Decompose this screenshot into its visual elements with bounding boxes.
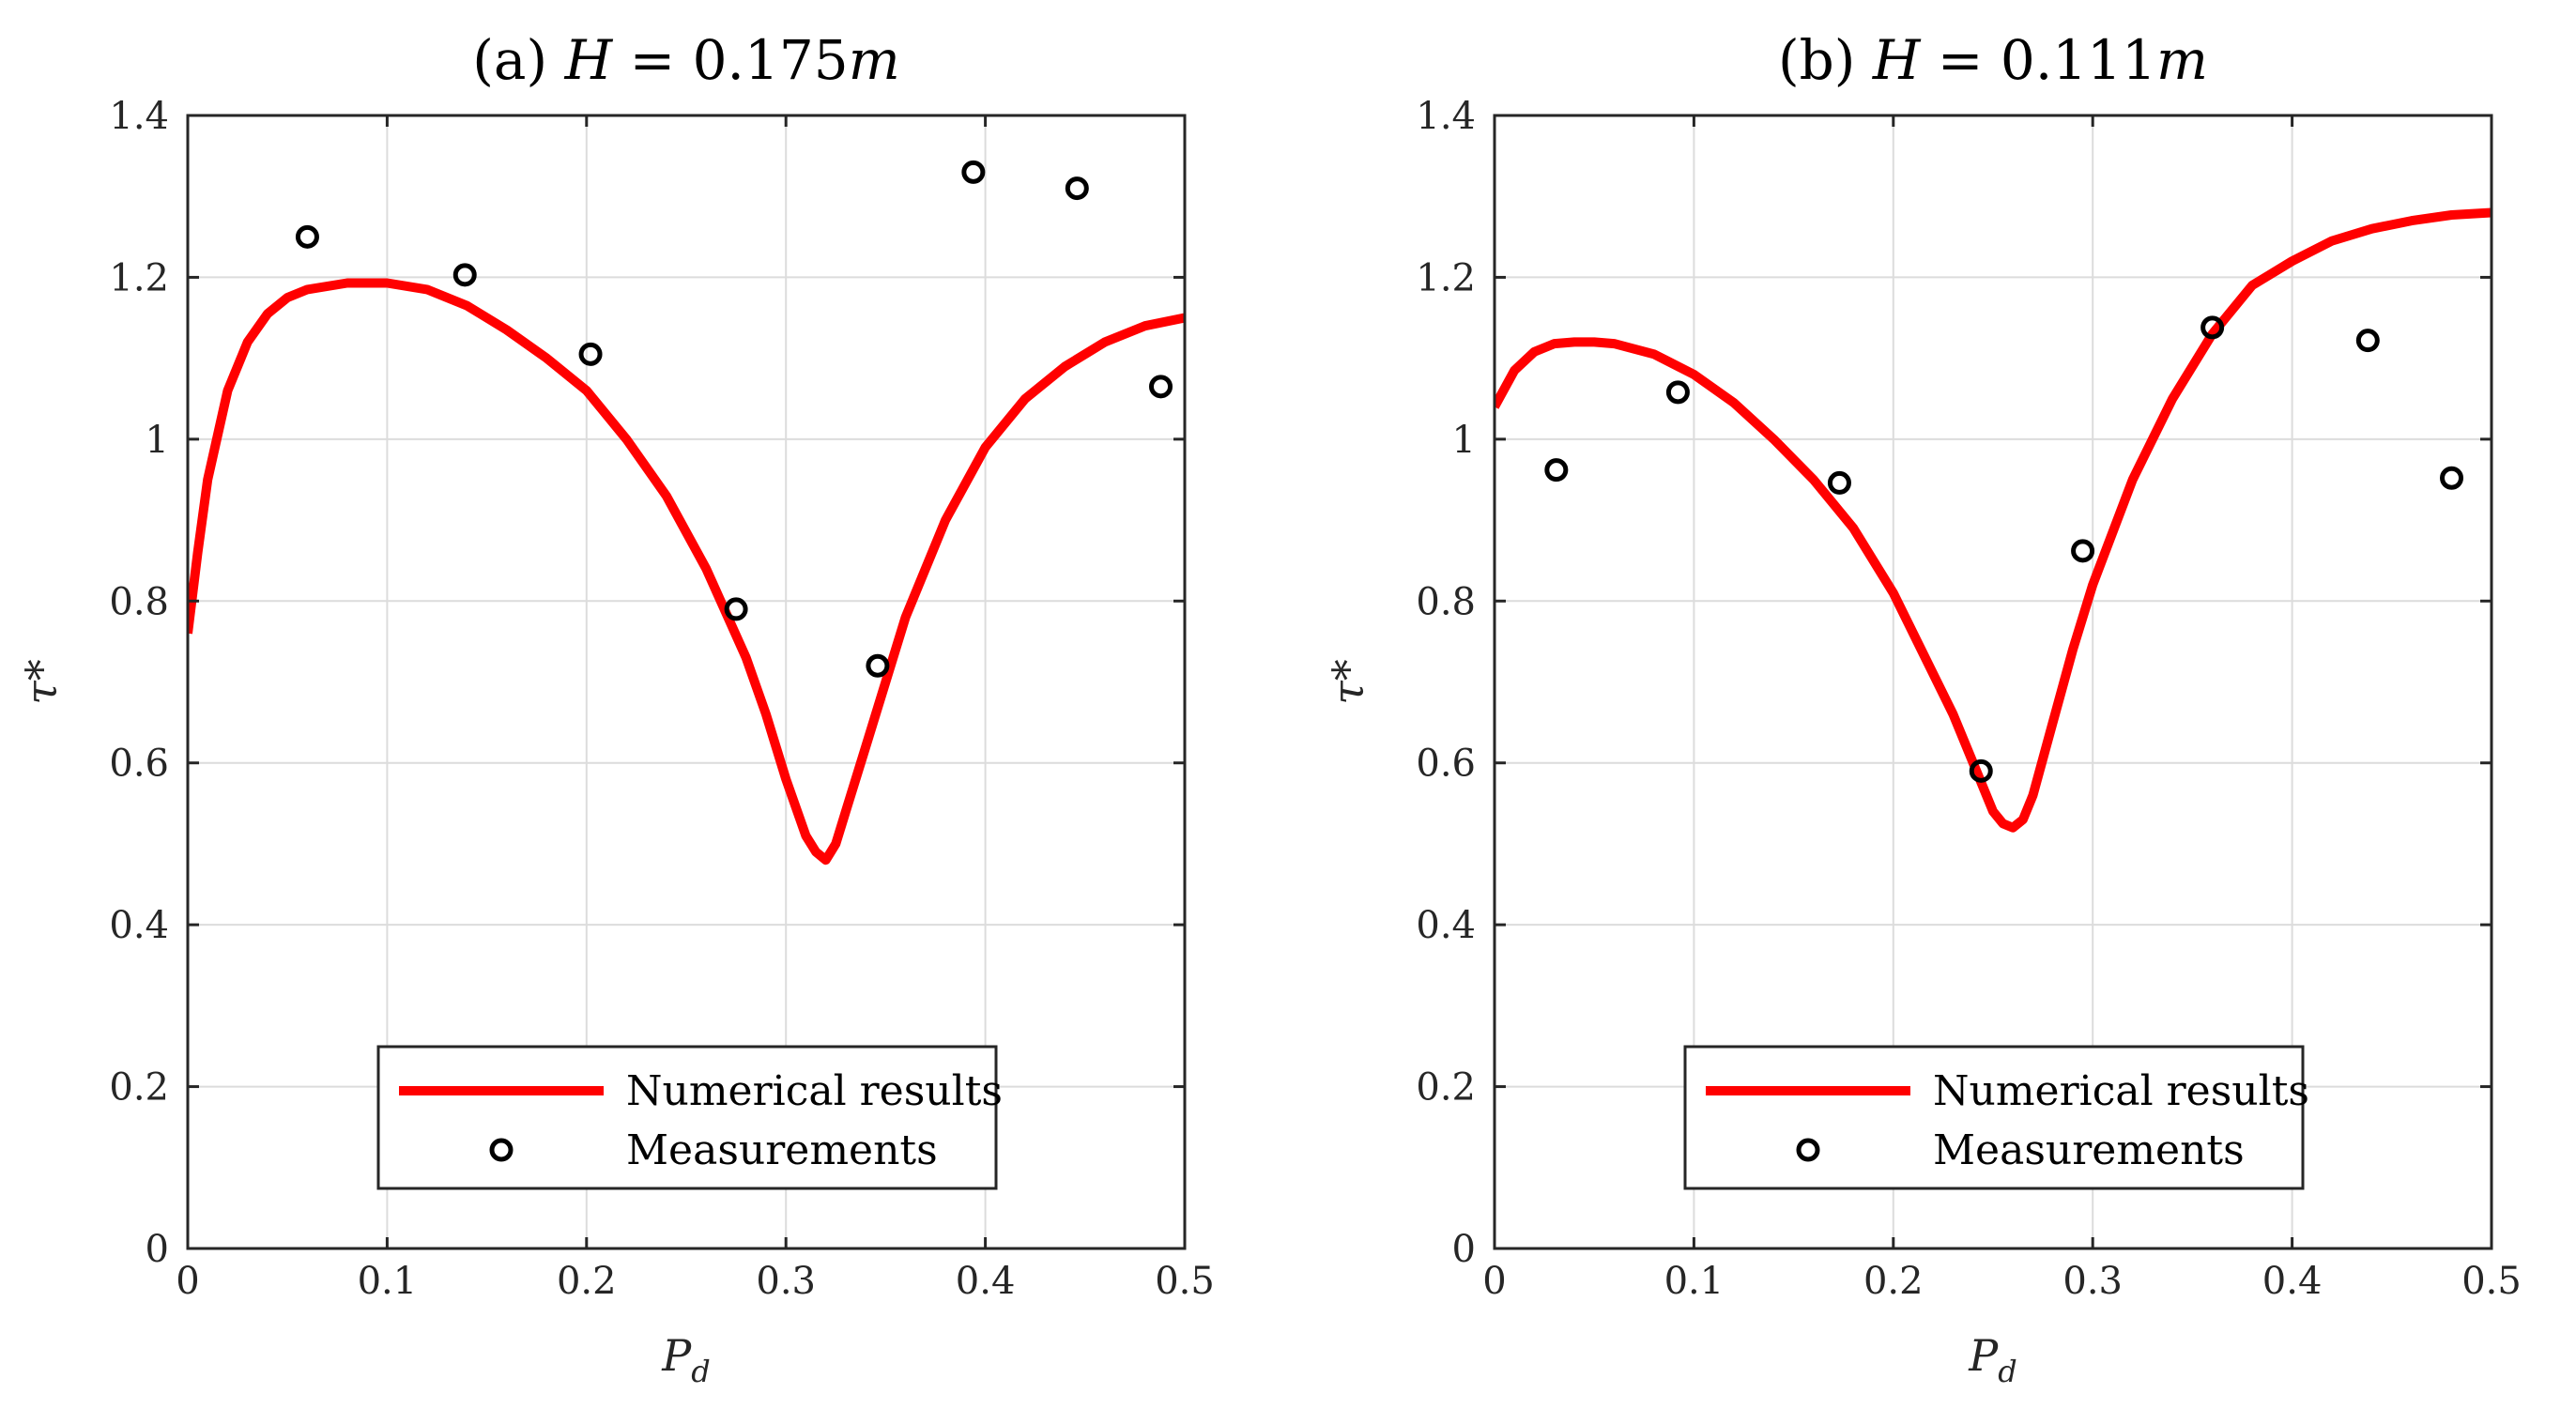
legend-b: Numerical results Measurements	[1683, 1045, 2309, 1190]
title-value-b: = 0.111	[1920, 28, 2156, 92]
x-axis-label-a: Pd	[661, 1330, 710, 1389]
chart-panel-b: 0 0.1 0.2 0.3 0.4 0.5 0 0.2 0.4 0.6 0.8 1 1.2 1.4 (b) …	[1323, 28, 2522, 1389]
legend-marker-swatch-a	[489, 1138, 514, 1162]
y-tick-label-b-0: 0	[1452, 1228, 1476, 1271]
measurement-point-b-6	[2355, 329, 2380, 353]
x-tick-label-a-0: 0	[176, 1260, 199, 1303]
legend-label-measurements-b: Measurements	[1933, 1126, 2245, 1174]
chart-title-b: (b) H = 0.111m	[1778, 28, 2208, 92]
title-variable-a: H	[564, 28, 614, 92]
y-tick-label-b-2: 0.4	[1416, 904, 1476, 947]
title-prefix-b: (b)	[1778, 28, 1873, 92]
chart-panel-a: 0 0.1 0.2 0.3 0.4 0.5 0 0.2 0.4 0.6 0.8 1 1.2 1.4 (a) …	[16, 28, 1215, 1389]
y-axis-label-a: τ*	[16, 659, 67, 704]
measurement-point-a-6	[1065, 176, 1089, 201]
y-tick-label-a-7: 1.4	[109, 95, 169, 138]
measurement-point-b-2	[1827, 470, 1851, 495]
measurement-point-b-1	[1665, 380, 1690, 405]
measurement-point-a-1	[452, 263, 477, 287]
measurement-point-a-0	[295, 224, 319, 249]
title-unit-b: m	[2156, 28, 2208, 92]
legend-box-b	[1683, 1045, 2305, 1190]
y-tick-label-b-1: 0.2	[1416, 1066, 1476, 1110]
legend-a: Numerical results Measurements	[376, 1045, 1003, 1190]
measurement-point-a-5	[961, 160, 986, 184]
y-tick-label-b-6: 1.2	[1416, 256, 1476, 299]
y-tick-label-b-7: 1.4	[1416, 95, 1476, 138]
measurement-point-b-0	[1544, 458, 1569, 482]
x-tick-label-a-5: 0.5	[1155, 1260, 1215, 1303]
x-axis-label-sub-a: d	[691, 1354, 710, 1389]
legend-marker-swatch-b	[1796, 1138, 1820, 1162]
measurement-point-b-7	[2440, 466, 2464, 490]
x-tick-label-b-0: 0	[1482, 1260, 1506, 1303]
title-prefix-a: (a)	[472, 28, 564, 92]
measurement-point-a-4	[866, 653, 890, 678]
title-variable-b: H	[1872, 28, 1922, 92]
measurement-point-a-3	[724, 597, 748, 621]
x-axis-label-main-a: P	[661, 1330, 692, 1381]
x-tick-label-a-2: 0.2	[557, 1260, 617, 1303]
x-tick-label-b-5: 0.5	[2461, 1260, 2522, 1303]
x-axis-label-sub-b: d	[1998, 1354, 2016, 1389]
x-tick-label-b-2: 0.2	[1863, 1260, 1924, 1303]
y-tick-label-a-3: 0.6	[109, 743, 169, 786]
axes-box-a	[186, 114, 1187, 1250]
y-tick-label-b-3: 0.6	[1416, 743, 1476, 786]
legend-box-a	[376, 1045, 998, 1190]
legend-label-numerical-b: Numerical results	[1933, 1067, 2309, 1115]
measurement-point-b-4	[2071, 539, 2095, 563]
axes-box-b	[1493, 114, 2493, 1250]
legend-label-numerical-a: Numerical results	[626, 1067, 1003, 1115]
y-tick-label-a-0: 0	[146, 1228, 169, 1271]
x-tick-label-a-1: 0.1	[358, 1260, 418, 1303]
x-tick-label-b-1: 0.1	[1664, 1260, 1725, 1303]
y-tick-label-a-5: 1	[146, 419, 169, 462]
x-tick-label-a-3: 0.3	[756, 1260, 816, 1303]
y-axis-label-b: τ*	[1323, 659, 1373, 704]
x-tick-label-b-3: 0.3	[2062, 1260, 2123, 1303]
measurement-point-a-7	[1149, 375, 1173, 399]
measurement-point-b-3	[1969, 758, 1993, 783]
y-tick-label-b-5: 1	[1452, 419, 1476, 462]
title-unit-a: m	[849, 28, 900, 92]
y-tick-label-a-2: 0.4	[109, 904, 169, 947]
y-tick-label-a-6: 1.2	[109, 256, 169, 299]
numerical-results-line-b	[1495, 207, 2492, 833]
measurement-point-b-5	[2200, 315, 2225, 340]
y-tick-label-a-1: 0.2	[109, 1066, 169, 1110]
y-tick-label-a-4: 0.8	[109, 580, 169, 623]
y-tick-label-b-4: 0.8	[1416, 580, 1476, 623]
x-axis-label-b: Pd	[1968, 1330, 2016, 1389]
x-tick-label-a-4: 0.4	[956, 1260, 1016, 1303]
chart-title-a: (a) H = 0.175m	[472, 28, 899, 92]
x-tick-label-b-4: 0.4	[2262, 1260, 2323, 1303]
title-value-a: = 0.175	[612, 28, 849, 92]
measurement-point-a-2	[578, 342, 603, 366]
legend-label-measurements-a: Measurements	[626, 1126, 938, 1174]
x-axis-label-main-b: P	[1968, 1330, 1999, 1381]
